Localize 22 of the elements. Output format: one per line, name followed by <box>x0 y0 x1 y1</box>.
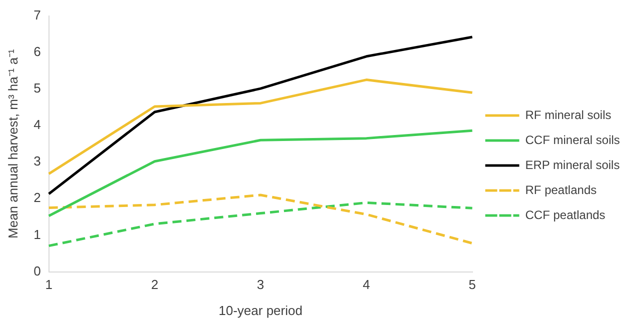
legend-label: RF peatlands <box>525 182 597 197</box>
x-axis-title: 10-year period <box>218 302 302 318</box>
legend-label: CCF mineral soils <box>525 132 620 147</box>
x-tick-label: 4 <box>362 277 370 292</box>
y-tick-label: 4 <box>34 117 41 132</box>
line-series <box>48 194 474 245</box>
line-series <box>48 201 474 248</box>
y-tick-label: 1 <box>34 226 41 242</box>
y-axis-title: Mean annual harvest, m³ ha⁻¹ a⁻¹ <box>5 48 20 238</box>
legend-label: RF mineral soils <box>525 108 612 122</box>
y-tick-label: 3 <box>34 154 41 169</box>
y-tick-label: 5 <box>34 80 41 96</box>
legend-label: CCF peatlands <box>525 208 606 222</box>
x-tick-label: 3 <box>256 277 264 292</box>
y-tick-label: 0 <box>34 263 41 278</box>
x-tick-label: 5 <box>468 277 476 292</box>
x-tick-label: 1 <box>45 277 52 292</box>
x-tick-label: 2 <box>151 277 158 292</box>
y-tick-label: 6 <box>34 44 41 59</box>
legend-label: ERP mineral soils <box>525 158 620 172</box>
y-tick-label: 2 <box>34 190 41 206</box>
y-tick-label: 7 <box>34 7 41 22</box>
